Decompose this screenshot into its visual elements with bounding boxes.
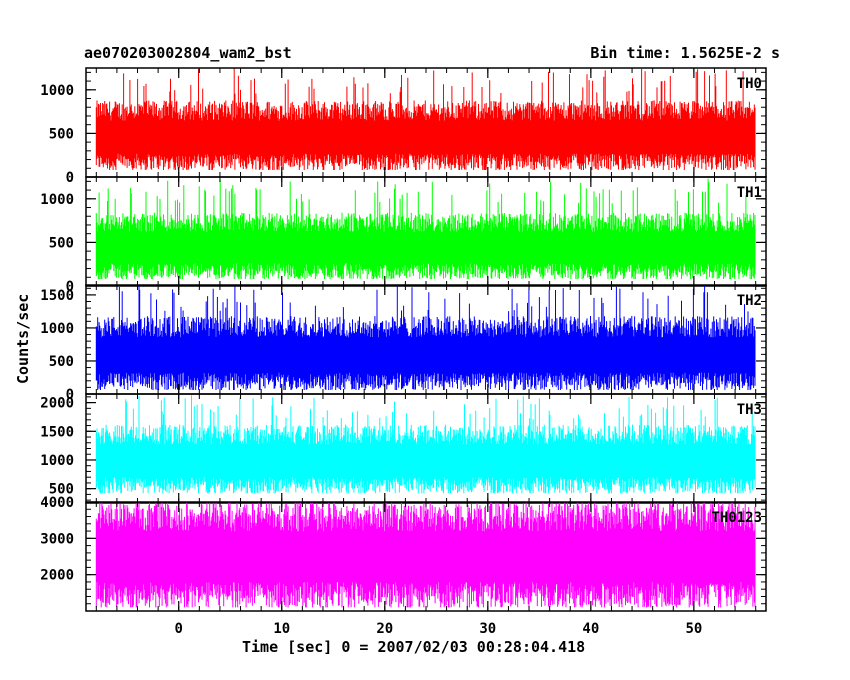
panel-label-th0123: TH0123 xyxy=(711,510,762,526)
series-trace-th1 xyxy=(95,178,756,279)
bin-time-label: Bin time: 1.5625E-2 s xyxy=(590,44,780,62)
y-axis-label: Counts/sec xyxy=(14,293,32,384)
y-tick-label: 1000 xyxy=(40,453,74,469)
x-tick-label: 40 xyxy=(582,621,599,637)
y-tick-label: 0 xyxy=(66,387,74,403)
series-trace-th0123 xyxy=(95,502,756,608)
y-tick-label: 0 xyxy=(66,279,74,295)
y-tick-label: 500 xyxy=(49,482,74,498)
y-tick-label: 2000 xyxy=(40,396,74,412)
y-tick-label: 1000 xyxy=(40,321,74,337)
x-axis-label: Time [sec] 0 = 2007/02/03 00:28:04.418 xyxy=(242,638,586,656)
panel-label-th0: TH0 xyxy=(737,76,762,92)
y-tick-label: 1500 xyxy=(40,288,74,304)
y-tick-label: 4000 xyxy=(40,495,74,511)
panel-label-th2: TH2 xyxy=(737,293,762,309)
y-tick-label: 500 xyxy=(49,126,74,142)
y-tick-label: 1000 xyxy=(40,192,74,208)
series-trace-th0 xyxy=(95,68,756,170)
panel-label-th1: TH1 xyxy=(737,185,762,201)
x-tick-label: 30 xyxy=(479,621,496,637)
y-tick-label: 1500 xyxy=(40,424,74,440)
y-tick-label: 2000 xyxy=(40,568,74,584)
y-tick-label: 3000 xyxy=(40,531,74,547)
y-tick-label: 0 xyxy=(66,170,74,186)
y-tick-label: 500 xyxy=(49,354,74,370)
y-tick-label: 1000 xyxy=(40,83,74,99)
x-tick-label: 10 xyxy=(273,621,290,637)
x-tick-label: 50 xyxy=(685,621,702,637)
x-tick-label: 0 xyxy=(175,621,183,637)
panel-label-th3: TH3 xyxy=(737,402,762,418)
x-tick-label: 20 xyxy=(376,621,393,637)
y-tick-label: 500 xyxy=(49,235,74,251)
series-trace-th2 xyxy=(95,285,756,390)
chart-title: ae070203002804_wam2_bst xyxy=(84,44,292,62)
series-trace-th3 xyxy=(95,395,756,494)
